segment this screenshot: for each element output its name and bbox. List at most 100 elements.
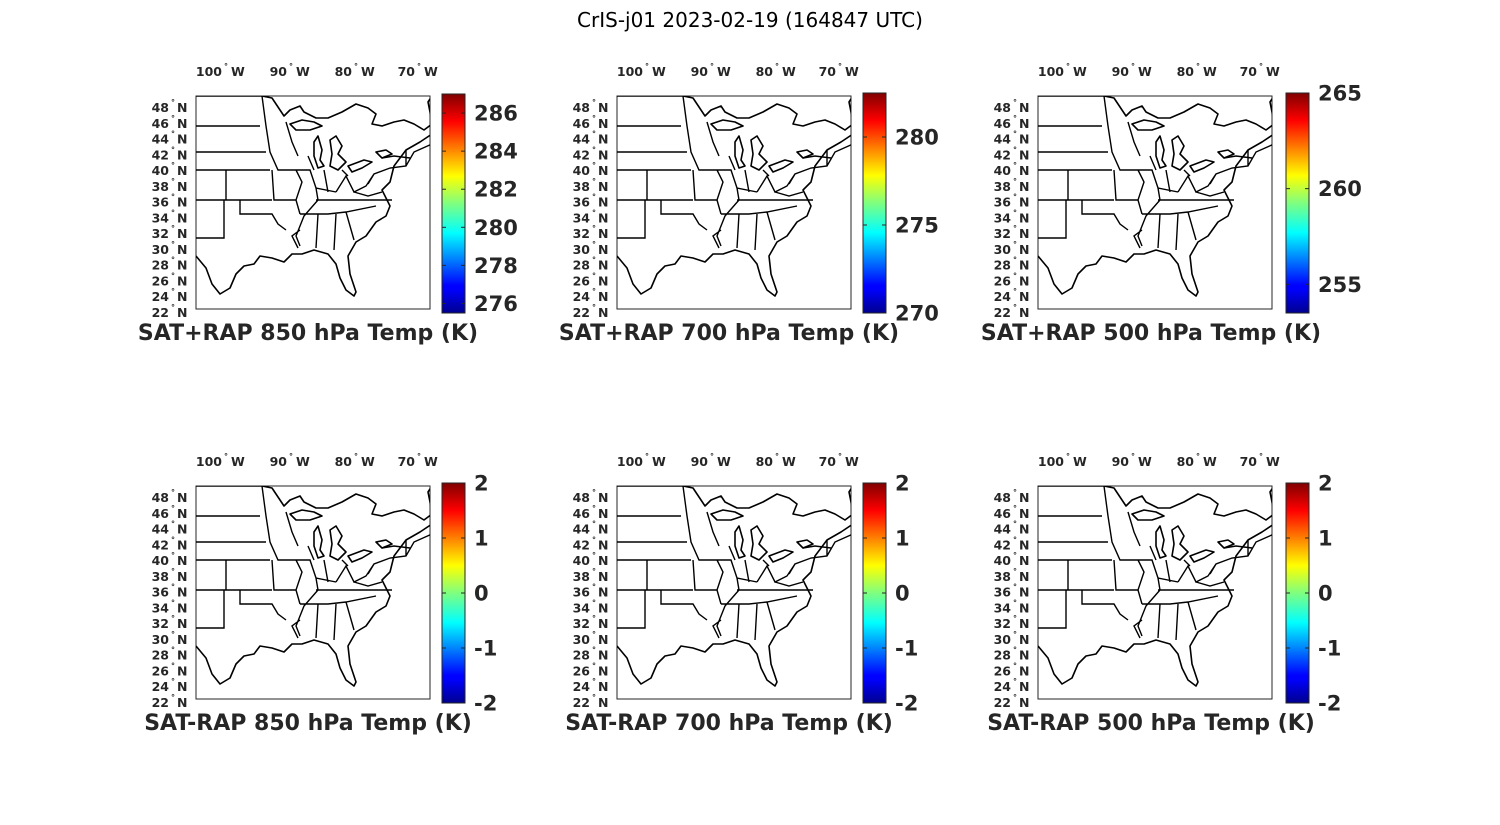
svg-text:N: N — [598, 600, 608, 615]
svg-text:24: 24 — [152, 679, 170, 694]
svg-text:N: N — [1019, 100, 1029, 115]
svg-text:°: ° — [838, 452, 842, 461]
svg-text:°: ° — [1066, 62, 1070, 71]
svg-text:28: 28 — [152, 258, 169, 273]
svg-text:46: 46 — [573, 506, 591, 521]
svg-text:N: N — [177, 147, 187, 162]
svg-text:°: ° — [171, 240, 175, 249]
colorbar-tick-label: 284 — [474, 140, 518, 164]
lon-tick-label: 100 ° W — [196, 62, 245, 79]
colorbar-tick-label: 280 — [895, 126, 939, 150]
svg-text:34: 34 — [152, 210, 170, 225]
svg-text:°: ° — [1013, 177, 1017, 186]
svg-text:32: 32 — [152, 616, 169, 631]
svg-text:N: N — [1019, 695, 1029, 710]
svg-text:°: ° — [354, 452, 358, 461]
svg-text:°: ° — [592, 208, 596, 217]
lat-tick-label: 32 ° N — [573, 614, 609, 631]
svg-text:32: 32 — [573, 226, 590, 241]
svg-text:°: ° — [592, 240, 596, 249]
svg-text:W: W — [231, 64, 245, 79]
svg-text:N: N — [1019, 305, 1029, 320]
svg-text:46: 46 — [994, 116, 1012, 131]
svg-text:48: 48 — [573, 490, 590, 505]
svg-text:°: ° — [289, 452, 293, 461]
colorbar-tick-label: -1 — [1318, 637, 1341, 661]
svg-text:90: 90 — [270, 454, 288, 469]
svg-text:°: ° — [1013, 208, 1017, 217]
colorbar-tick-label: 0 — [474, 582, 489, 606]
svg-text:46: 46 — [152, 506, 170, 521]
svg-text:100: 100 — [617, 454, 643, 469]
svg-text:90: 90 — [691, 64, 709, 79]
lon-tick-label: 80 ° W — [335, 452, 375, 469]
panel-title: SAT+RAP 850 hPa Temp (K) — [138, 321, 478, 346]
svg-text:N: N — [598, 679, 608, 694]
svg-text:N: N — [1019, 490, 1029, 505]
svg-text:°: ° — [592, 583, 596, 592]
svg-text:36: 36 — [994, 195, 1012, 210]
svg-text:°: ° — [1259, 62, 1263, 71]
lon-tick-label: 70 ° W — [819, 62, 859, 79]
svg-text:°: ° — [171, 98, 175, 107]
map-frame — [1037, 485, 1273, 700]
svg-text:W: W — [1073, 64, 1087, 79]
map-frame — [195, 485, 431, 700]
map-panel: 100 ° W 90 ° W 80 ° W 70 ° W48 ° N46 ° N44 ° N42 ° N40 ° N38 °… — [144, 452, 497, 736]
svg-text:N: N — [177, 100, 187, 115]
colorbar-tick-label: 2 — [895, 472, 910, 496]
lat-tick-label: 42 ° N — [152, 145, 188, 162]
svg-text:46: 46 — [152, 116, 170, 131]
svg-text:24: 24 — [573, 679, 591, 694]
svg-text:W: W — [1138, 454, 1152, 469]
lat-tick-label: 24 ° N — [994, 287, 1030, 304]
svg-text:N: N — [1019, 569, 1029, 584]
svg-text:°: ° — [592, 598, 596, 607]
panel-title: SAT-RAP 850 hPa Temp (K) — [144, 711, 472, 736]
svg-text:100: 100 — [196, 454, 222, 469]
lat-tick-label: 48 ° N — [994, 98, 1030, 115]
svg-text:°: ° — [710, 452, 714, 461]
svg-text:°: ° — [592, 161, 596, 170]
svg-text:100: 100 — [1038, 454, 1064, 469]
svg-text:22: 22 — [573, 695, 590, 710]
svg-text:90: 90 — [1112, 454, 1130, 469]
lat-tick-label: 24 ° N — [573, 677, 609, 694]
svg-text:W: W — [1203, 64, 1217, 79]
lon-tick-label: 70 ° W — [398, 452, 438, 469]
svg-text:°: ° — [592, 488, 596, 497]
lon-tick-label: 80 ° W — [335, 62, 375, 79]
svg-text:N: N — [598, 100, 608, 115]
svg-text:N: N — [598, 537, 608, 552]
lat-tick-label: 38 ° N — [994, 567, 1030, 584]
svg-text:°: ° — [592, 98, 596, 107]
svg-text:N: N — [177, 258, 187, 273]
lat-tick-label: 34 ° N — [152, 598, 188, 615]
svg-text:34: 34 — [152, 600, 170, 615]
lat-tick-label: 26 ° N — [152, 271, 188, 288]
lat-tick-label: 22 ° N — [152, 693, 188, 710]
lat-tick-label: 46 ° N — [573, 114, 609, 131]
map-panel: 100 ° W 90 ° W 80 ° W 70 ° W48 ° N46 ° N44 ° N42 ° N40 ° N38 °… — [987, 452, 1341, 736]
svg-text:N: N — [598, 132, 608, 147]
lat-tick-label: 36 ° N — [152, 193, 188, 210]
svg-text:°: ° — [1013, 130, 1017, 139]
colorbar-tick-label: 286 — [474, 102, 518, 126]
svg-text:44: 44 — [994, 132, 1012, 147]
svg-text:36: 36 — [994, 585, 1012, 600]
svg-text:N: N — [177, 289, 187, 304]
svg-text:N: N — [598, 258, 608, 273]
lat-tick-label: 44 ° N — [994, 520, 1030, 537]
svg-text:°: ° — [1013, 488, 1017, 497]
svg-text:°: ° — [171, 583, 175, 592]
svg-text:N: N — [177, 273, 187, 288]
svg-text:48: 48 — [573, 100, 590, 115]
svg-text:°: ° — [171, 614, 175, 623]
svg-text:°: ° — [592, 630, 596, 639]
lat-tick-label: 22 ° N — [152, 303, 188, 320]
svg-text:28: 28 — [994, 648, 1011, 663]
svg-text:°: ° — [1013, 161, 1017, 170]
svg-text:°: ° — [1013, 661, 1017, 670]
svg-text:°: ° — [592, 551, 596, 560]
